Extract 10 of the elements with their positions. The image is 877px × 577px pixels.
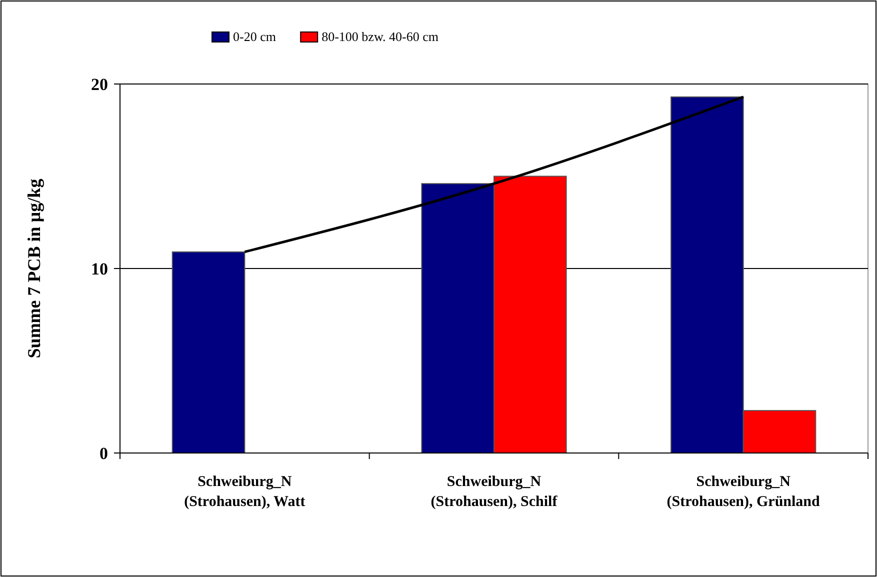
legend-label: 80-100 bzw. 40-60 cm	[322, 29, 438, 44]
y-tick-label: 10	[91, 259, 108, 278]
x-tick-label: Schweiburg_N (Strohausen), Grünland	[666, 474, 821, 510]
x-tick-label: Schweiburg_N (Strohausen), Schilf	[430, 474, 558, 510]
y-tick-label: 20	[91, 74, 108, 94]
y-axis-title: Summe 7 PCB in µg/kg	[24, 178, 44, 358]
bar	[172, 251, 246, 454]
y-tick-label: 0	[100, 444, 108, 463]
x-tick-label: Schweiburg_N (Strohausen), Watt	[184, 474, 306, 510]
legend-label: 0-20 cm	[233, 29, 276, 44]
